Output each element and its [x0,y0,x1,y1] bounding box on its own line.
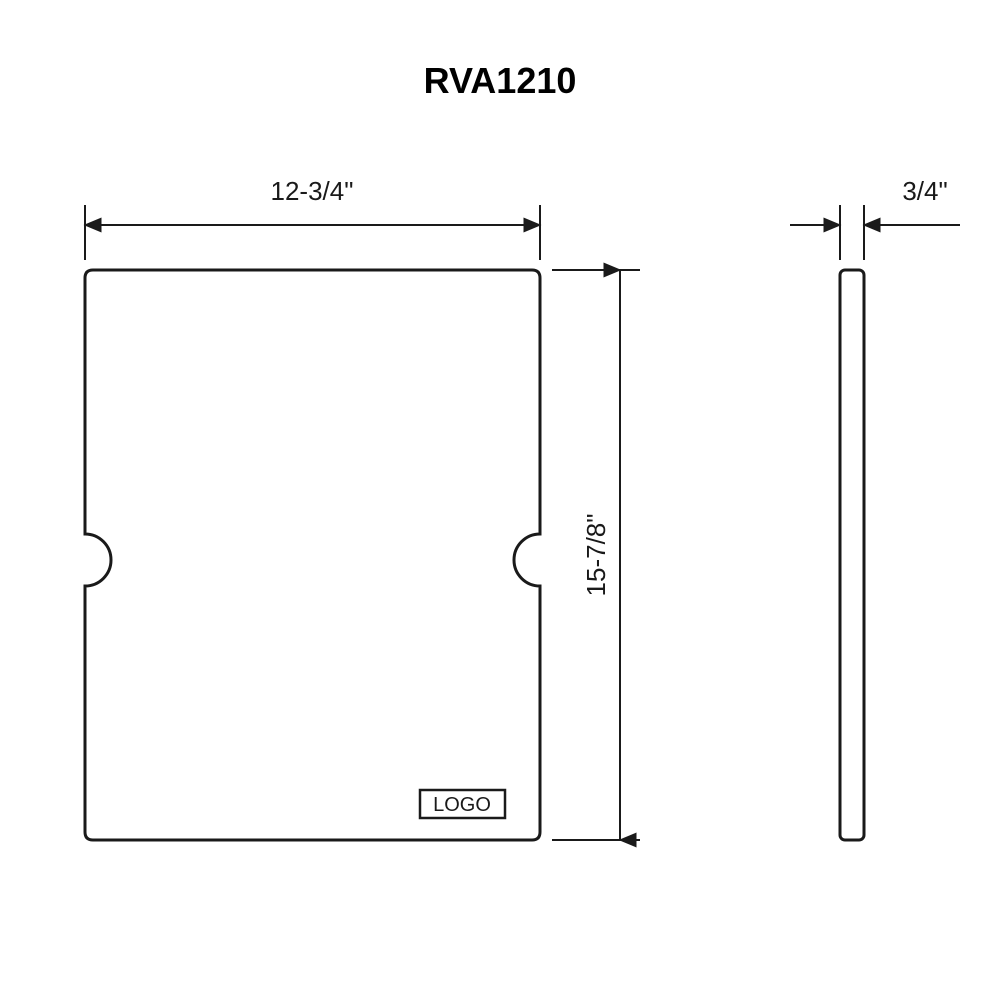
front-view-outline [85,270,540,840]
width-dim-label: 12-3/4" [271,176,354,206]
height-dim-label: 15-7/8" [581,514,611,597]
logo-label: LOGO [433,794,491,816]
technical-drawing: LOGO 12-3/4" 15-7/8" 3/4" [0,0,1000,1000]
side-view-outline [840,270,864,840]
thickness-dim-label: 3/4" [902,176,947,206]
